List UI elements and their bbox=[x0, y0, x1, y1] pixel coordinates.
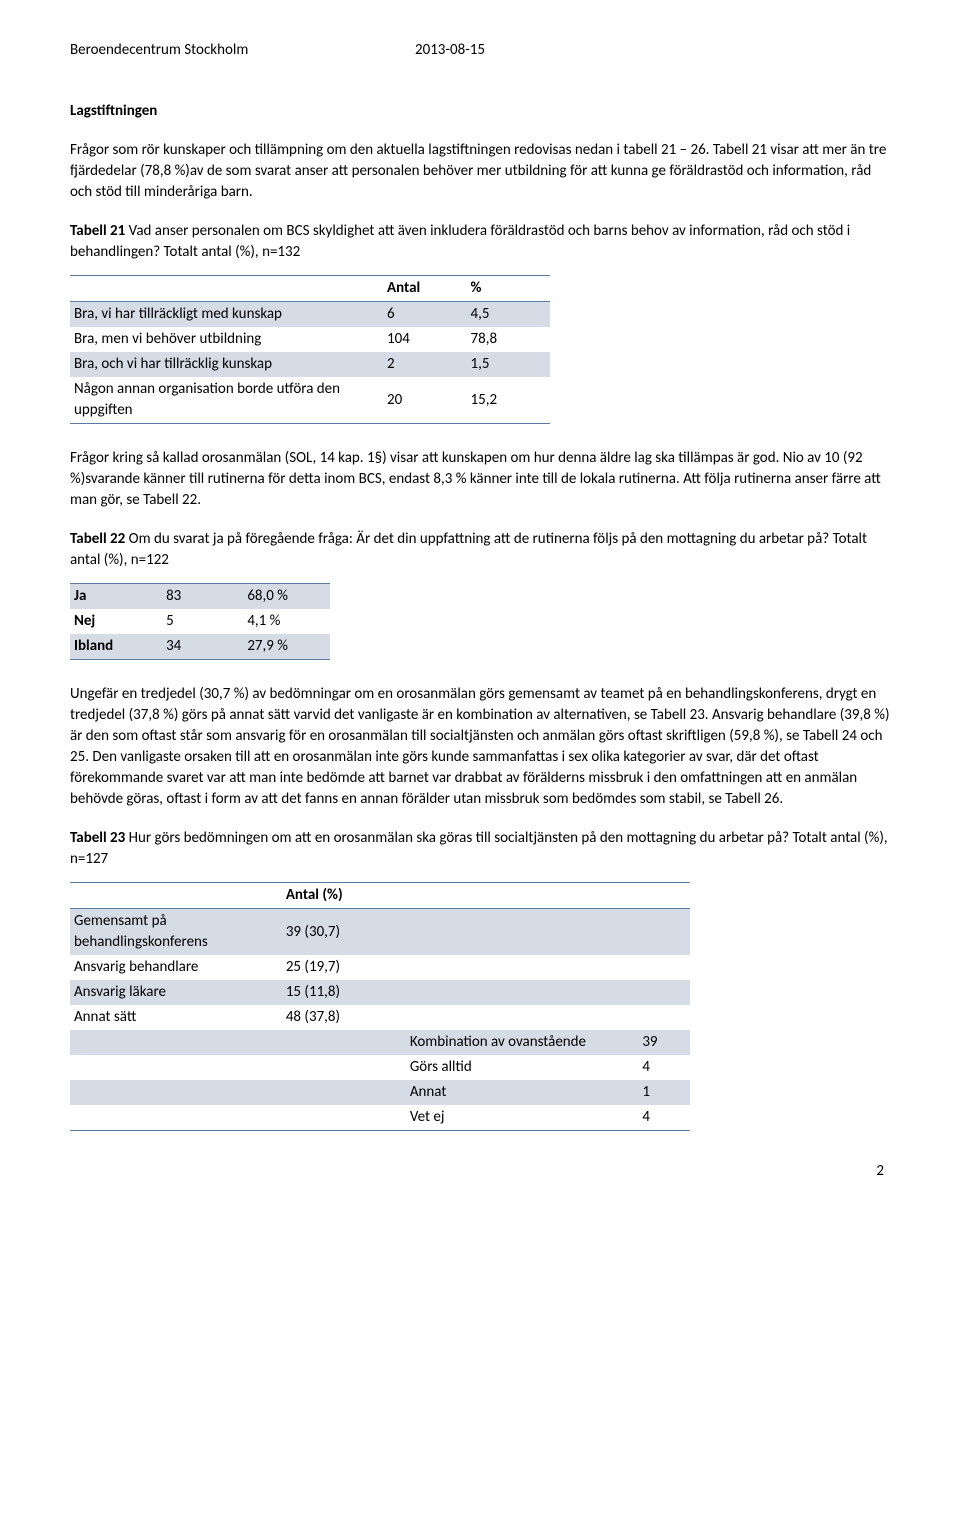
table-cell: 1,5 bbox=[467, 352, 551, 377]
header-org: Beroendecentrum Stockholm bbox=[70, 40, 415, 61]
table-cell bbox=[406, 980, 639, 1005]
table-row: Annat 1 bbox=[70, 1080, 690, 1105]
table-21: Antal % Bra, vi har tillräckligt med kun… bbox=[70, 275, 550, 424]
table-row: Görs alltid 4 bbox=[70, 1055, 690, 1080]
table-cell: 25 (19,7) bbox=[282, 955, 406, 980]
section-heading-lagstiftningen: Lagstiftningen bbox=[70, 101, 890, 122]
table-cell bbox=[406, 909, 639, 956]
table-cell bbox=[638, 909, 690, 956]
table-cell bbox=[638, 980, 690, 1005]
table-21-caption: Tabell 21 Vad anser personalen om BCS sk… bbox=[70, 221, 890, 263]
table-header-cell bbox=[70, 883, 282, 909]
table-row: Ibland 34 27,9 % bbox=[70, 634, 330, 660]
table-cell: 27,9 % bbox=[243, 634, 330, 660]
table-cell bbox=[406, 955, 639, 980]
table-cell bbox=[638, 1005, 690, 1030]
table-row: Ansvarig läkare 15 (11,8) bbox=[70, 980, 690, 1005]
table-header-cell bbox=[406, 883, 639, 909]
table-cell: 4,5 bbox=[467, 302, 551, 328]
paragraph: Frågor kring så kallad orosanmälan (SOL,… bbox=[70, 448, 890, 511]
table-cell: 6 bbox=[383, 302, 466, 328]
table-cell: Ansvarig behandlare bbox=[70, 955, 282, 980]
table-cell: Gemensamt på behandlingskonferens bbox=[70, 909, 282, 956]
table-cell bbox=[406, 1005, 639, 1030]
table-header-row: Antal % bbox=[70, 276, 550, 302]
caption-rest: Om du svarat ja på föregående fråga: Är … bbox=[70, 530, 867, 569]
table-cell bbox=[282, 1105, 406, 1131]
table-header-row: Antal (%) bbox=[70, 883, 690, 909]
table-row: Kombination av ovanstående 39 bbox=[70, 1030, 690, 1055]
table-row: Nej 5 4,1 % bbox=[70, 609, 330, 634]
table-cell: 104 bbox=[383, 327, 466, 352]
caption-bold: Tabell 23 bbox=[70, 829, 125, 847]
table-cell: Görs alltid bbox=[406, 1055, 639, 1080]
table-cell bbox=[282, 1055, 406, 1080]
table-cell: 34 bbox=[162, 634, 243, 660]
table-cell: Bra, vi har tillräckligt med kunskap bbox=[70, 302, 383, 328]
table-cell: Kombination av ovanstående bbox=[406, 1030, 639, 1055]
table-header-cell: Antal bbox=[383, 276, 466, 302]
table-cell: 15,2 bbox=[467, 377, 551, 424]
caption-rest: Hur görs bedömningen om att en orosanmäl… bbox=[70, 829, 888, 868]
table-cell: 48 (37,8) bbox=[282, 1005, 406, 1030]
table-cell bbox=[70, 1080, 282, 1105]
table-23: Antal (%) Gemensamt på behandlingskonfer… bbox=[70, 882, 690, 1131]
paragraph: Frågor som rör kunskaper och tillämpning… bbox=[70, 140, 890, 203]
table-row: Bra, men vi behöver utbildning 104 78,8 bbox=[70, 327, 550, 352]
table-cell: Ansvarig läkare bbox=[70, 980, 282, 1005]
table-23-caption: Tabell 23 Hur görs bedömningen om att en… bbox=[70, 828, 890, 870]
header-date: 2013-08-15 bbox=[415, 40, 485, 61]
table-cell: 39 (30,7) bbox=[282, 909, 406, 956]
table-cell: 20 bbox=[383, 377, 466, 424]
table-cell bbox=[282, 1030, 406, 1055]
table-cell: Vet ej bbox=[406, 1105, 639, 1131]
table-cell bbox=[70, 1105, 282, 1131]
table-cell: 4 bbox=[638, 1055, 690, 1080]
table-cell bbox=[282, 1080, 406, 1105]
table-row: Vet ej 4 bbox=[70, 1105, 690, 1131]
table-header-cell bbox=[638, 883, 690, 909]
table-cell: 2 bbox=[383, 352, 466, 377]
table-cell: Bra, och vi har tillräcklig kunskap bbox=[70, 352, 383, 377]
page-header: Beroendecentrum Stockholm 2013-08-15 bbox=[70, 40, 890, 61]
table-cell: 68,0 % bbox=[243, 584, 330, 610]
paragraph: Ungefär en tredjedel (30,7 %) av bedömni… bbox=[70, 684, 890, 810]
table-cell: 5 bbox=[162, 609, 243, 634]
table-cell: Någon annan organisation borde utföra de… bbox=[70, 377, 383, 424]
table-header-cell: Antal (%) bbox=[282, 883, 406, 909]
table-cell: Annat bbox=[406, 1080, 639, 1105]
table-22-caption: Tabell 22 Om du svarat ja på föregående … bbox=[70, 529, 890, 571]
table-row: Ja 83 68,0 % bbox=[70, 584, 330, 610]
table-row: Någon annan organisation borde utföra de… bbox=[70, 377, 550, 424]
table-cell: 39 bbox=[638, 1030, 690, 1055]
table-cell: 1 bbox=[638, 1080, 690, 1105]
table-row: Annat sätt 48 (37,8) bbox=[70, 1005, 690, 1030]
table-cell: Annat sätt bbox=[70, 1005, 282, 1030]
table-cell bbox=[638, 955, 690, 980]
table-cell: Ja bbox=[70, 584, 162, 610]
caption-rest: Vad anser personalen om BCS skyldighet a… bbox=[70, 222, 850, 261]
table-header-cell bbox=[70, 276, 383, 302]
table-cell bbox=[70, 1030, 282, 1055]
table-cell: 4,1 % bbox=[243, 609, 330, 634]
table-cell: Ibland bbox=[70, 634, 162, 660]
table-cell: Nej bbox=[70, 609, 162, 634]
table-cell: 4 bbox=[638, 1105, 690, 1131]
table-row: Bra, och vi har tillräcklig kunskap 2 1,… bbox=[70, 352, 550, 377]
table-cell: 83 bbox=[162, 584, 243, 610]
table-row: Ansvarig behandlare 25 (19,7) bbox=[70, 955, 690, 980]
table-cell: 15 (11,8) bbox=[282, 980, 406, 1005]
table-22: Ja 83 68,0 % Nej 5 4,1 % Ibland 34 27,9 … bbox=[70, 583, 330, 660]
caption-bold: Tabell 22 bbox=[70, 530, 125, 548]
table-cell bbox=[70, 1055, 282, 1080]
table-cell: Bra, men vi behöver utbildning bbox=[70, 327, 383, 352]
page-number: 2 bbox=[70, 1161, 890, 1182]
table-header-cell: % bbox=[467, 276, 551, 302]
table-cell: 78,8 bbox=[467, 327, 551, 352]
caption-bold: Tabell 21 bbox=[70, 222, 125, 240]
table-row: Gemensamt på behandlingskonferens 39 (30… bbox=[70, 909, 690, 956]
table-row: Bra, vi har tillräckligt med kunskap 6 4… bbox=[70, 302, 550, 328]
